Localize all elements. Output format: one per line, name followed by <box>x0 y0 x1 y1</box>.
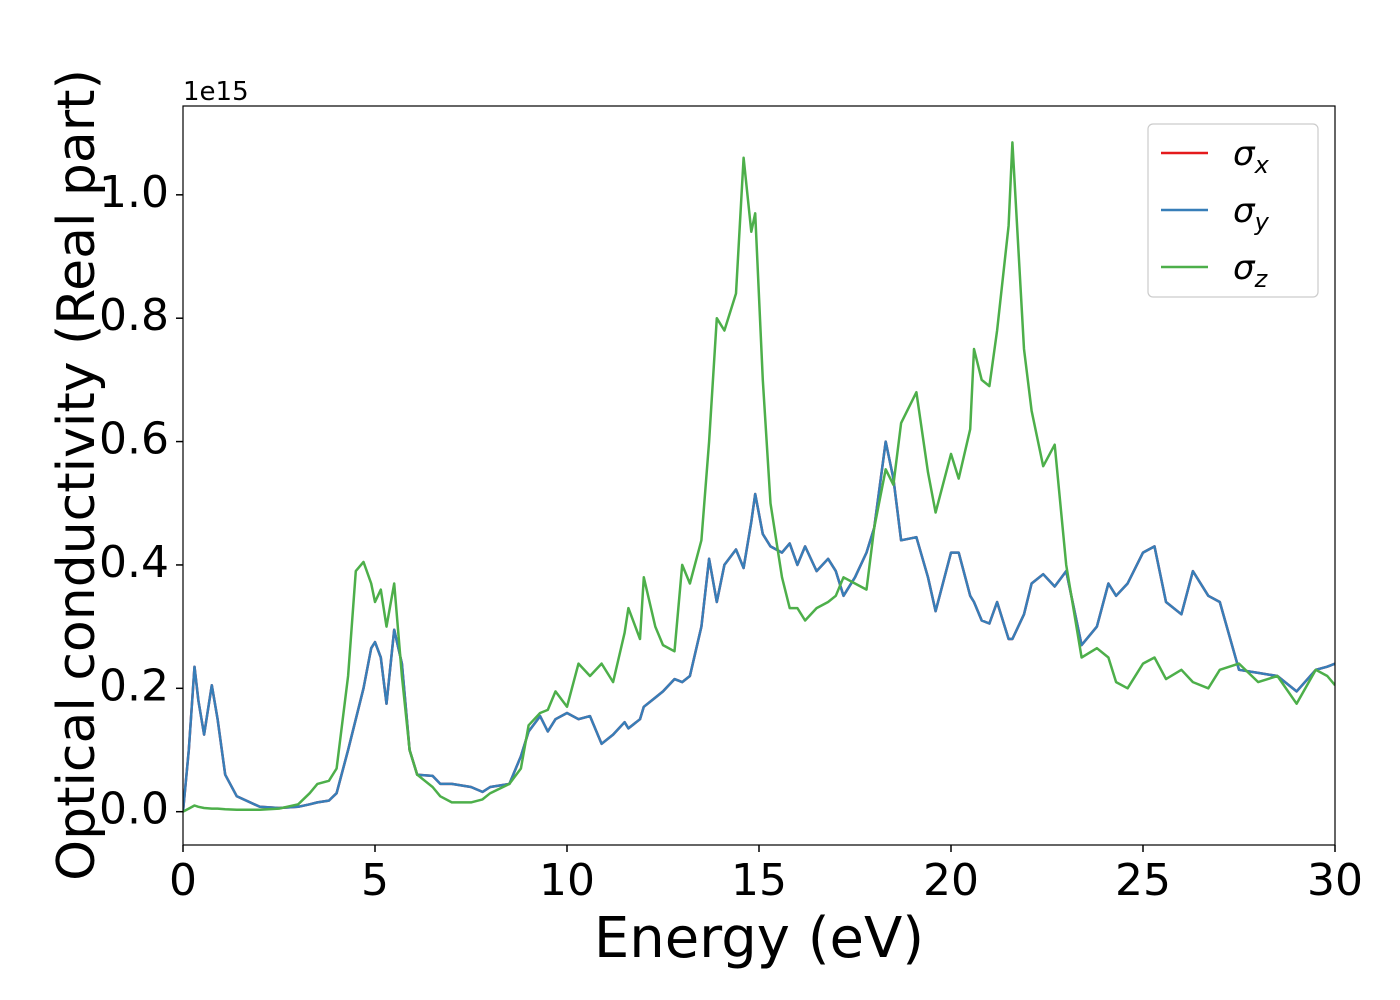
x-tick-label: 5 <box>361 855 389 906</box>
legend-label: σz <box>1233 248 1269 293</box>
x-tick-label: 10 <box>539 855 595 906</box>
x-axis-label: Energy (eV) <box>594 906 924 971</box>
y-tick-label: 0.2 <box>99 660 169 711</box>
y-tick-label: 0.4 <box>99 537 169 588</box>
y-tick-label: 0.0 <box>99 784 169 835</box>
y-tick-label: 0.6 <box>99 414 169 465</box>
legend-box <box>1147 123 1319 298</box>
y-offset-label: 1e15 <box>183 77 249 107</box>
x-tick-label: 25 <box>1115 855 1171 906</box>
y-tick-label: 1.0 <box>99 167 169 218</box>
legend-label: σx <box>1233 134 1270 179</box>
y-axis-label: Optical conductivity (Real part) <box>47 69 107 881</box>
plot-frame <box>182 105 1336 846</box>
series-line <box>183 141 1335 813</box>
x-tick-label: 0 <box>169 855 197 906</box>
y-tick-label: 0.8 <box>99 290 169 341</box>
x-tick-label: 20 <box>923 855 979 906</box>
x-tick-label: 15 <box>731 855 787 906</box>
legend-label: σy <box>1233 191 1270 236</box>
x-tick-label: 30 <box>1307 855 1363 906</box>
